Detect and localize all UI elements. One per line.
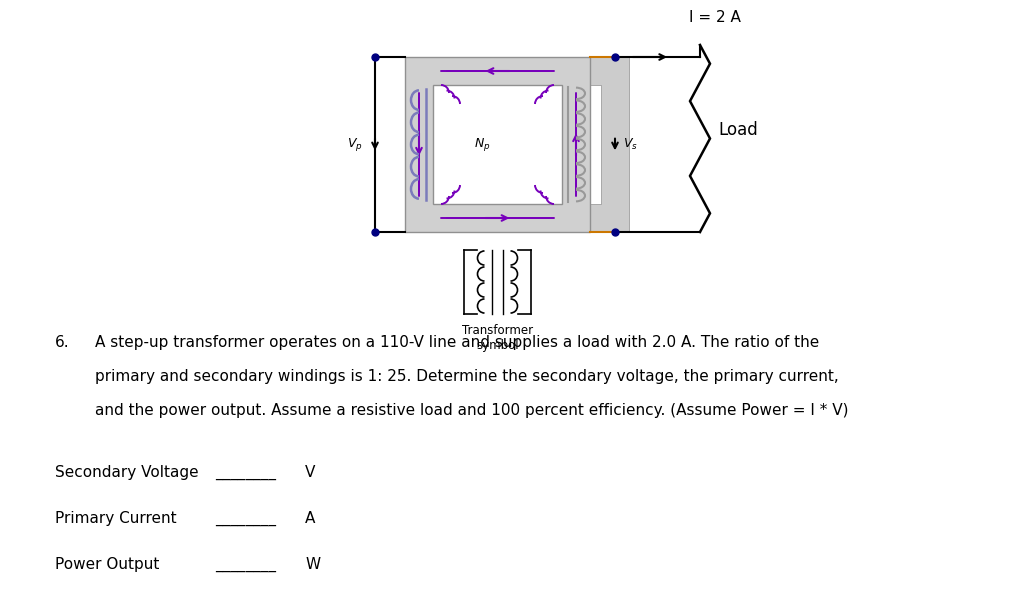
Text: 6.: 6. [55, 335, 70, 350]
Bar [466, 85, 595, 204]
Text: A: A [305, 511, 315, 526]
Text: ________: ________ [215, 511, 276, 526]
Bar [411, 57, 596, 232]
Text: W: W [305, 557, 321, 572]
Text: ________: ________ [215, 557, 276, 572]
Bar [471, 85, 600, 204]
Text: Primary Current: Primary Current [55, 511, 176, 526]
Bar [461, 85, 590, 204]
Bar [416, 57, 601, 232]
Text: I = 2 A: I = 2 A [689, 10, 741, 25]
Bar [443, 57, 629, 232]
Text: A step-up transformer operates on a 110-V line and supplies a load with 2.0 A. T: A step-up transformer operates on a 110-… [95, 335, 819, 350]
Bar [438, 57, 623, 232]
Text: Secondary Voltage: Secondary Voltage [55, 465, 199, 480]
Bar [455, 85, 584, 204]
Bar [450, 85, 579, 204]
Text: $V_p$: $V_p$ [347, 136, 362, 153]
Text: $V_s$: $V_s$ [623, 137, 638, 152]
Text: Power Output: Power Output [55, 557, 160, 572]
Bar [432, 57, 617, 232]
Bar [444, 85, 573, 204]
Text: primary and secondary windings is 1: 25. Determine the secondary voltage, the pr: primary and secondary windings is 1: 25.… [95, 369, 839, 384]
Text: and the power output. Assume a resistive load and 100 percent efficiency. (Assum: and the power output. Assume a resistive… [95, 403, 849, 418]
Text: Transformer
symbol: Transformer symbol [462, 324, 534, 352]
Text: Load: Load [718, 122, 758, 140]
Bar [438, 85, 567, 204]
Bar [427, 57, 612, 232]
Bar [433, 85, 562, 204]
Bar [422, 57, 606, 232]
Text: V: V [305, 465, 315, 480]
Text: ________: ________ [215, 465, 276, 480]
Text: $N_p$: $N_p$ [474, 136, 490, 153]
Bar [406, 57, 590, 232]
